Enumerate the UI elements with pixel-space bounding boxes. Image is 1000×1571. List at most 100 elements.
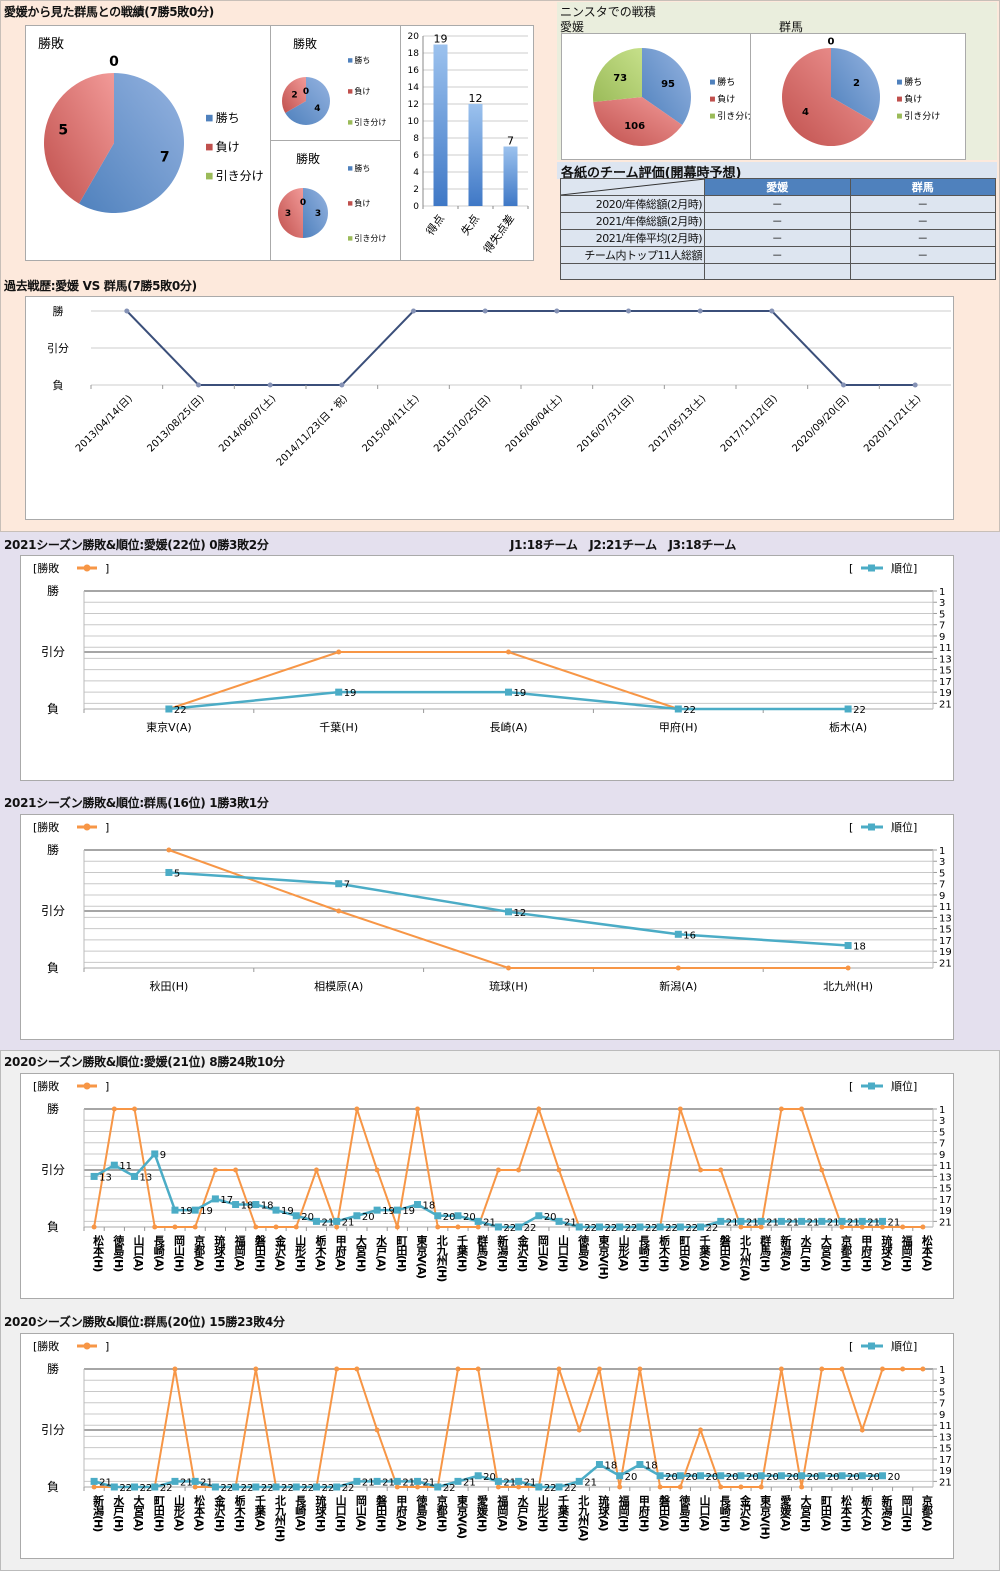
rank-point xyxy=(535,1483,543,1491)
evaluation-col-gunma: 群馬 xyxy=(849,178,996,196)
rank-point xyxy=(676,1223,684,1231)
history-title: 過去戦歴:愛媛 VS 群馬(7勝5敗0分) xyxy=(4,279,197,293)
rank-point xyxy=(393,1206,401,1214)
evaluation-row-label: 2021/年俸平均(2月時) xyxy=(560,229,705,247)
legend-result-label: [勝敗 xyxy=(33,561,59,575)
result-point xyxy=(845,965,851,971)
rank-data-label: 20 xyxy=(746,1472,759,1483)
rank-tick-label: 5 xyxy=(939,1387,945,1398)
history-point xyxy=(196,382,201,388)
x-tick-label: 2013/04/14(日) xyxy=(74,393,135,454)
rank-point xyxy=(272,1483,280,1491)
rank-tick-label: 15 xyxy=(939,1444,952,1455)
rank-tick-label: 13 xyxy=(939,1432,952,1443)
result-point xyxy=(233,1167,239,1173)
x-tick-label: 2020/11/21(土) xyxy=(861,392,924,455)
pie-data-label: 2 xyxy=(291,91,297,101)
x-tick-label: 甲府(H) xyxy=(860,1235,873,1273)
rank-point xyxy=(494,1223,502,1231)
legend-rank-label: 順位] xyxy=(891,820,917,834)
rank-tick-label: 1 xyxy=(939,587,945,598)
x-tick-label: 甲府(A) xyxy=(334,1235,347,1272)
pie-slice-win xyxy=(642,48,691,125)
rank-point xyxy=(292,1483,300,1491)
rank-tick-label: 19 xyxy=(939,688,952,699)
x-tick-label: 京都(A) xyxy=(193,1234,207,1272)
rank-data-label: 18 xyxy=(423,1201,436,1212)
rank-point xyxy=(818,1472,826,1480)
result-point xyxy=(698,1427,704,1433)
rank-tick-label: 5 xyxy=(939,609,945,620)
rank-point xyxy=(454,1477,462,1485)
x-tick-label: 千葉(A) xyxy=(253,1494,266,1532)
x-tick-label: 水戸(A) xyxy=(375,1234,388,1272)
rank-data-label: 21 xyxy=(564,1217,577,1228)
result-point xyxy=(677,1484,683,1490)
rank-point xyxy=(595,1223,603,1231)
rank-point xyxy=(757,1472,765,1480)
rank-point xyxy=(717,1217,725,1225)
y-tick-label: 10 xyxy=(408,117,420,127)
x-tick-label: 甲府(H) xyxy=(637,1495,650,1533)
rank-data-label: 20 xyxy=(786,1472,799,1483)
rank-point xyxy=(165,705,173,713)
evaluation-col-ehime: 愛媛 xyxy=(704,178,851,196)
x-tick-label: 栃木(H) xyxy=(233,1494,247,1533)
rank-data-label: 22 xyxy=(140,1483,153,1494)
rank-data-label: 20 xyxy=(726,1472,739,1483)
rank-tick-label: 7 xyxy=(939,621,945,632)
rank-point xyxy=(474,1217,482,1225)
legend-swatch-draw xyxy=(897,113,902,119)
result-point xyxy=(152,1224,158,1230)
y-label: 勝 xyxy=(53,304,64,318)
rank-data-label: 22 xyxy=(261,1483,274,1494)
x-tick-label: 長崎(A) xyxy=(489,720,527,734)
bar-data-label: 19 xyxy=(434,33,448,46)
legend-rank-bracket: [ xyxy=(849,562,853,575)
rank-point xyxy=(555,1483,563,1491)
rank-point xyxy=(90,1172,98,1180)
legend-label-loss: 負け xyxy=(354,86,370,96)
rank-data-label: 20 xyxy=(887,1472,900,1483)
x-tick-label: 長崎(A) xyxy=(294,1495,307,1532)
x-tick-label: 新潟(A) xyxy=(779,1234,792,1272)
rank-point xyxy=(373,1206,381,1214)
bar-2 xyxy=(503,146,518,206)
rank-data-label: 22 xyxy=(853,705,866,716)
result-point xyxy=(354,1366,360,1372)
pie-data-label: 4 xyxy=(314,104,320,114)
rank-data-label: 18 xyxy=(604,1461,617,1472)
gunma-2020-panel: [勝敗][順位] 1 3 5 7 9 11 13 15 17 19 21 勝引分負新潟(H) 水戸(H) 大… xyxy=(20,1333,954,1559)
x-tick-label: 京都(H) xyxy=(840,1234,854,1273)
x-tick-label: 金沢(A) xyxy=(738,1494,752,1532)
result-point xyxy=(394,1484,400,1490)
pie-data-label: 5 xyxy=(58,122,68,138)
pie-data-label: 73 xyxy=(613,73,627,84)
rank-data-label: 20 xyxy=(807,1472,820,1483)
rank-point xyxy=(353,1212,361,1220)
x-tick-label: 得失点差 xyxy=(480,212,517,256)
x-tick-label: 千葉(H) xyxy=(455,1234,469,1273)
rank-tick-label: 21 xyxy=(939,699,952,710)
y-label: 負 xyxy=(47,1480,59,1494)
result-point xyxy=(273,1224,279,1230)
x-tick-label: 2020/09/20(日) xyxy=(790,393,851,454)
rank-tick-label: 1 xyxy=(939,1365,945,1376)
result-point xyxy=(415,1106,421,1112)
x-tick-label: 琉球(A) xyxy=(880,1234,893,1272)
pie-data-label: 0 xyxy=(303,87,309,97)
rank-point xyxy=(171,1206,179,1214)
evaluation-row: 2021/年俸総額(2月時) －－ xyxy=(560,212,996,230)
x-tick-label: 福岡(A) xyxy=(496,1494,510,1532)
rank-point xyxy=(844,705,852,713)
rank-data-label: 20 xyxy=(706,1472,719,1483)
x-tick-label: 磐田(H) xyxy=(375,1494,388,1533)
legend-swatch-draw xyxy=(348,236,353,241)
rank-data-label: 22 xyxy=(119,1483,132,1494)
rank-tick-label: 1 xyxy=(939,846,945,857)
history-point xyxy=(339,382,345,388)
history-point xyxy=(267,382,273,388)
ninsta-ehime-label: 愛媛 xyxy=(560,20,585,34)
rank-point xyxy=(494,1477,502,1485)
bar-0 xyxy=(433,44,448,206)
